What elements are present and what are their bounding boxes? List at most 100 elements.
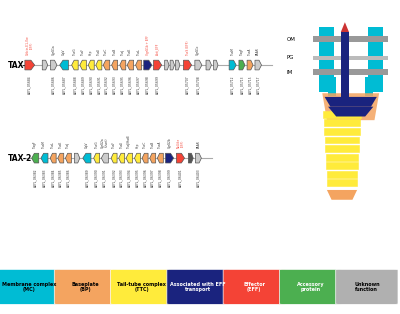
Polygon shape — [127, 60, 134, 70]
Polygon shape — [206, 60, 212, 70]
Text: TssC: TssC — [143, 142, 147, 148]
Polygon shape — [154, 60, 162, 70]
Polygon shape — [65, 153, 71, 163]
Text: ClpV: ClpV — [62, 48, 66, 55]
Polygon shape — [176, 153, 184, 163]
Text: TssK: TssK — [59, 142, 63, 148]
Text: TssF: TssF — [81, 49, 85, 55]
Bar — [341, 32, 349, 97]
Text: TssJ: TssJ — [66, 143, 70, 148]
Text: AXYL_06397: AXYL_06397 — [151, 168, 155, 187]
Polygon shape — [101, 153, 108, 163]
Text: TssC: TssC — [104, 49, 108, 55]
Text: AXYL_06393: AXYL_06393 — [120, 168, 124, 187]
Bar — [365, 77, 373, 96]
Text: VgrG1b + EFF: VgrG1b + EFF — [146, 35, 150, 55]
Text: TAX-2: TAX-2 — [8, 154, 32, 163]
Polygon shape — [184, 60, 192, 70]
Polygon shape — [72, 60, 78, 70]
Polygon shape — [80, 60, 86, 70]
Bar — [313, 69, 388, 75]
Text: Nkl-like
(EFF): Nkl-like (EFF) — [176, 138, 184, 148]
Text: AXYL_05708: AXYL_05708 — [196, 75, 200, 94]
Polygon shape — [195, 60, 202, 70]
Text: AXYL_05698: AXYL_05698 — [146, 75, 150, 94]
Text: AXYL_05693: AXYL_05693 — [113, 75, 117, 94]
Polygon shape — [327, 190, 357, 200]
Polygon shape — [170, 60, 174, 70]
Bar — [313, 56, 388, 60]
Text: TssA: TssA — [248, 49, 252, 55]
Bar — [326, 154, 358, 160]
Text: Hcp: Hcp — [136, 143, 140, 148]
Polygon shape — [42, 60, 48, 70]
Polygon shape — [126, 153, 132, 163]
Bar — [324, 128, 360, 135]
Polygon shape — [322, 93, 379, 120]
FancyBboxPatch shape — [0, 269, 60, 304]
Text: Anti_EFF: Anti_EFF — [156, 43, 160, 55]
Polygon shape — [94, 153, 100, 163]
Text: IM: IM — [286, 70, 292, 75]
Polygon shape — [58, 153, 64, 163]
Text: TagF: TagF — [240, 48, 244, 55]
Text: TssJ/HatE: TssJ/HatE — [127, 135, 131, 148]
Polygon shape — [136, 60, 142, 70]
Bar — [326, 162, 358, 169]
Text: AXYL_05691: AXYL_05691 — [97, 75, 101, 94]
Text: AXYL_06391: AXYL_06391 — [103, 168, 107, 187]
Text: TssG: TssG — [73, 48, 77, 55]
FancyBboxPatch shape — [336, 269, 398, 304]
Text: Unknown
function: Unknown function — [354, 282, 380, 292]
Text: AXYL_05692: AXYL_05692 — [104, 75, 108, 94]
Polygon shape — [247, 60, 253, 70]
Polygon shape — [166, 153, 174, 163]
Polygon shape — [119, 153, 125, 163]
Text: TssM: TssM — [231, 48, 235, 55]
FancyBboxPatch shape — [280, 269, 342, 304]
Text: TssB: TssB — [151, 142, 155, 148]
Polygon shape — [214, 60, 218, 70]
Text: AXYL_06398: AXYL_06398 — [158, 168, 162, 187]
Text: TssE: TssE — [120, 142, 124, 148]
Text: AXYL_06386: AXYL_06386 — [66, 168, 70, 187]
Text: AXYL_06384: AXYL_06384 — [51, 168, 55, 187]
Text: AXYL_05715: AXYL_05715 — [248, 75, 252, 94]
Text: TssF: TssF — [112, 142, 116, 148]
Polygon shape — [165, 60, 169, 70]
Polygon shape — [144, 60, 152, 70]
Polygon shape — [32, 153, 39, 163]
Text: Membrane complex
(MC): Membrane complex (MC) — [2, 282, 56, 292]
Text: AXYL_06403: AXYL_06403 — [196, 168, 200, 187]
Text: AXYL_06389: AXYL_06389 — [85, 168, 89, 187]
FancyBboxPatch shape — [110, 269, 173, 304]
Text: AXYL_05696: AXYL_05696 — [128, 75, 132, 94]
Polygon shape — [96, 60, 102, 70]
Text: AXYL_06383: AXYL_06383 — [42, 168, 46, 187]
Text: Effector
(EFF): Effector (EFF) — [243, 282, 265, 292]
Polygon shape — [50, 60, 57, 70]
Text: Baseplate
(BP): Baseplate (BP) — [72, 282, 99, 292]
FancyBboxPatch shape — [54, 269, 116, 304]
Text: AXYL_06399: AXYL_06399 — [168, 168, 172, 187]
Bar — [371, 77, 383, 92]
Polygon shape — [120, 60, 126, 70]
Text: TssK: TssK — [128, 49, 132, 55]
Text: AXYL_05695: AXYL_05695 — [121, 75, 125, 94]
Polygon shape — [142, 153, 148, 163]
Bar — [324, 111, 360, 118]
Text: VgrG2b: VgrG2b — [168, 138, 172, 148]
Text: TssE: TssE — [97, 49, 101, 55]
Bar — [313, 36, 388, 42]
Text: AXYL_06394: AXYL_06394 — [127, 168, 131, 187]
Text: AXYL_05707: AXYL_05707 — [186, 75, 190, 94]
Text: AXYL_05688: AXYL_05688 — [73, 75, 77, 94]
Polygon shape — [111, 153, 117, 163]
Polygon shape — [60, 60, 68, 70]
Text: AXYL_06382: AXYL_06382 — [33, 168, 37, 187]
Polygon shape — [325, 97, 377, 107]
Text: AXYL_05689: AXYL_05689 — [81, 75, 85, 94]
Polygon shape — [157, 153, 163, 163]
Bar — [319, 77, 330, 92]
Text: ClpV: ClpV — [85, 142, 89, 148]
